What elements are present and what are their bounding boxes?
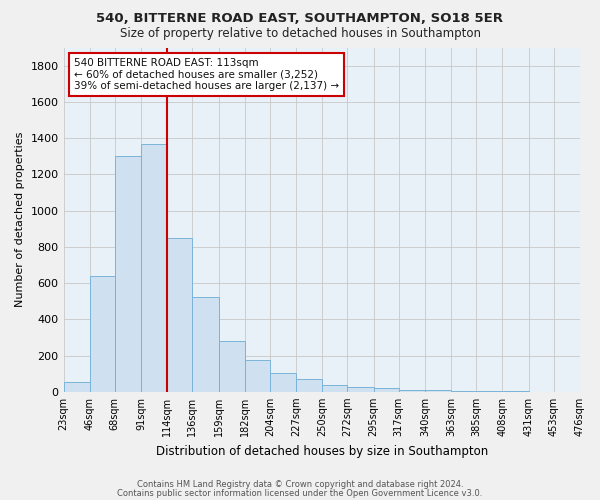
Bar: [64, 382, 90, 392]
Bar: [245, 360, 270, 392]
Text: Contains public sector information licensed under the Open Government Licence v3: Contains public sector information licen…: [118, 489, 482, 498]
Bar: [141, 144, 167, 392]
Bar: [270, 373, 296, 392]
Bar: [347, 388, 374, 392]
Bar: [296, 379, 322, 392]
Bar: [374, 388, 399, 392]
Text: 540, BITTERNE ROAD EAST, SOUTHAMPTON, SO18 5ER: 540, BITTERNE ROAD EAST, SOUTHAMPTON, SO…: [97, 12, 503, 26]
Bar: [399, 390, 425, 392]
Bar: [115, 156, 141, 392]
Y-axis label: Number of detached properties: Number of detached properties: [15, 132, 25, 308]
Bar: [193, 296, 218, 392]
Text: Size of property relative to detached houses in Southampton: Size of property relative to detached ho…: [119, 28, 481, 40]
Bar: [167, 238, 193, 392]
Bar: [451, 391, 476, 392]
Bar: [322, 386, 347, 392]
Bar: [90, 276, 115, 392]
X-axis label: Distribution of detached houses by size in Southampton: Distribution of detached houses by size …: [155, 444, 488, 458]
Bar: [425, 390, 451, 392]
Text: Contains HM Land Registry data © Crown copyright and database right 2024.: Contains HM Land Registry data © Crown c…: [137, 480, 463, 489]
Bar: [218, 341, 245, 392]
Text: 540 BITTERNE ROAD EAST: 113sqm
← 60% of detached houses are smaller (3,252)
39% : 540 BITTERNE ROAD EAST: 113sqm ← 60% of …: [74, 58, 339, 91]
